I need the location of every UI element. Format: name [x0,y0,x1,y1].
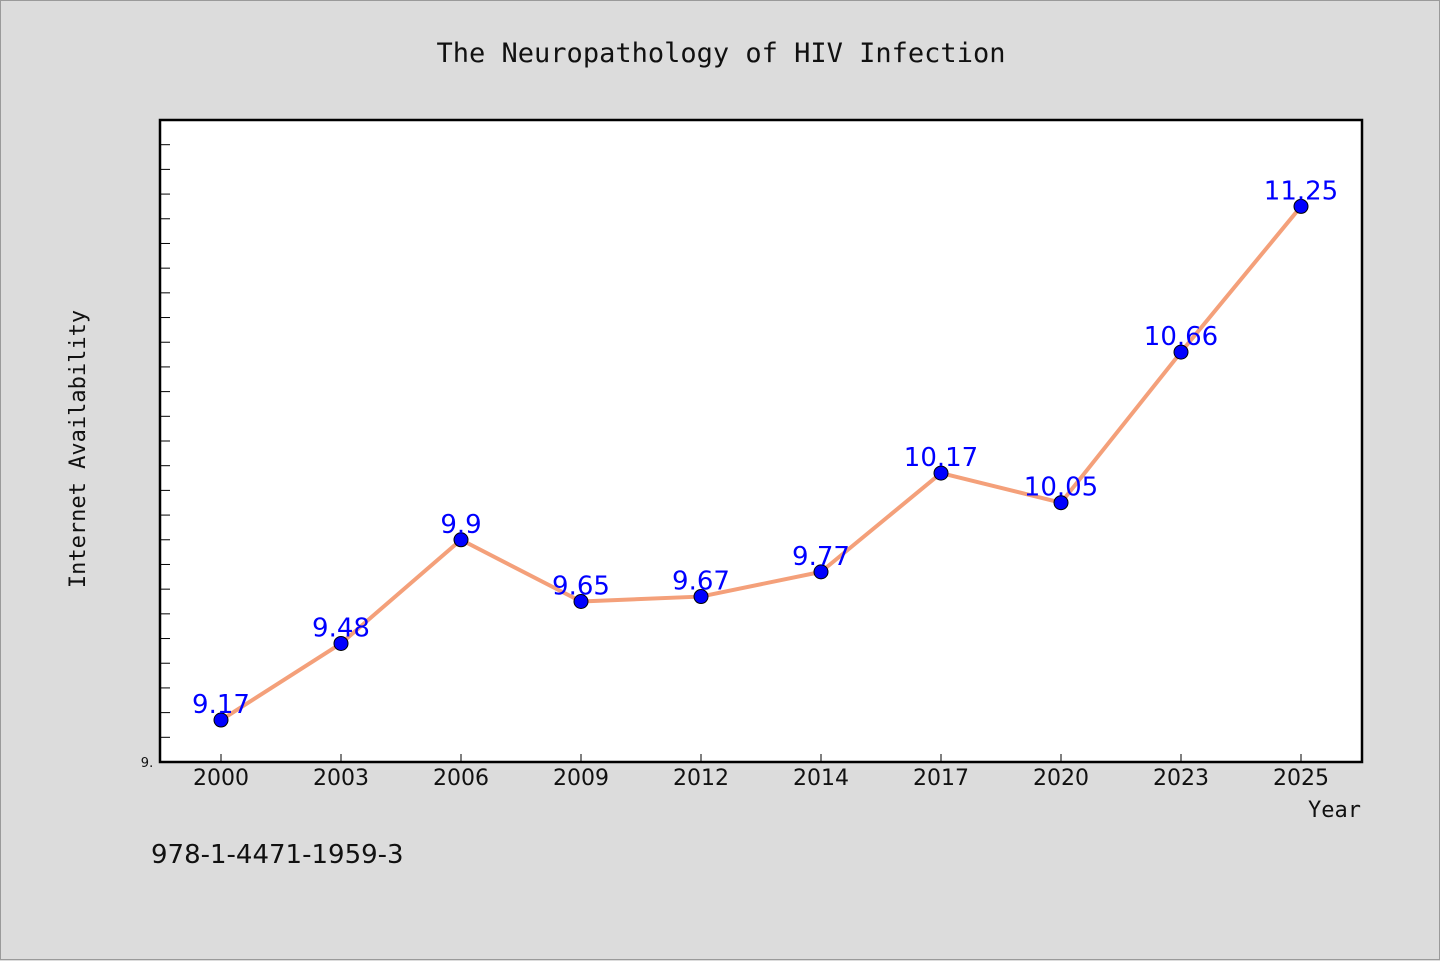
data-point [453,532,469,548]
data-label: 10.66 [1144,322,1218,352]
data-point [573,594,589,609]
y-tick-label: 9. [141,756,153,771]
x-axis-ticks: 2000 2003 2006 2009 2012 2014 2017 2020 2023 2025 [193,754,1329,791]
chart-title: The Neuropathology of HIV Infection [437,38,1006,69]
x-tick-label: 2003 [313,766,369,791]
data-label: 9.65 [552,572,610,602]
x-tick-label: 2025 [1273,766,1329,791]
data-label: 10.17 [904,443,978,473]
data-point [333,635,349,651]
x-axis-label: Year [1308,798,1361,823]
x-tick-label: 2012 [673,766,729,791]
data-point [1173,344,1189,360]
data-label: 9.77 [792,542,850,572]
data-label: 11.25 [1264,176,1338,206]
x-tick-label: 2009 [553,766,609,791]
x-tick-label: 2023 [1153,766,1209,791]
data-label: 9.67 [672,567,730,597]
data-point [1293,198,1309,214]
data-point [813,564,829,580]
y-axis-label: Internet Availability [66,310,91,588]
data-label: 9.9 [440,510,481,540]
data-label: 9.17 [192,690,250,720]
x-tick-label: 2006 [433,766,489,791]
y-axis-ticks [160,144,170,738]
isbn-footer: 978-1-4471-1959-3 [151,840,404,870]
plot-area [158,118,1364,764]
data-point [693,589,709,605]
data-point [1053,495,1069,511]
x-tick-label: 2017 [913,766,969,791]
data-label: 10.05 [1024,473,1098,503]
x-tick-label: 2020 [1033,766,1089,791]
series-line [219,205,1303,722]
data-point [933,465,949,481]
series-layer: 9.17 9.48 9.9 9.65 9.67 9.77 10.17 10.05 10.66 11… [192,176,1338,728]
x-tick-label: 2000 [193,766,249,791]
x-tick-label: 2014 [793,766,849,791]
data-label: 9.48 [312,613,370,643]
data-point [213,712,229,728]
